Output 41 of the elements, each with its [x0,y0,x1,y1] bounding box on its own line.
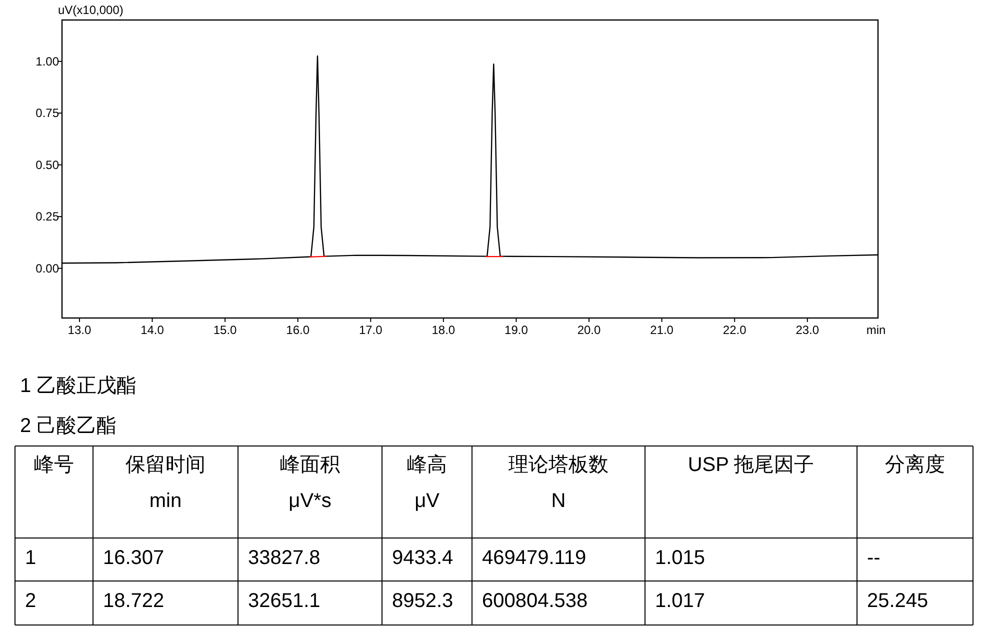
y-tick-label: 0.75 [36,106,60,120]
text: 2 己酸乙酯 [20,415,117,437]
text: 8952.3 [392,590,454,612]
text: 1.015 [655,547,706,569]
category-label: 峰高 μV [407,453,447,512]
text: -- [867,547,880,569]
y-tick-label: 0.00 [36,261,60,276]
text: 16.307 [103,547,164,569]
category-label: 峰面积 μV*s [280,454,340,512]
text: 32651.1 [248,590,320,612]
text: 1.017 [655,590,706,612]
category-label: 理论塔板数 N [508,454,608,512]
y-tick-label: 0.50 [36,158,60,172]
text: 1 [25,547,36,569]
y-tick-label: 1.00 [36,54,60,68]
text: 33827.8 [248,547,320,569]
category-label: USP 拖尾因子 [688,454,814,476]
text: 600804.538 [482,590,588,612]
x-tick-label: 20.0 [577,323,602,337]
text: 1 乙酸正戊酯 [20,375,137,397]
text: 469479.119 [482,547,586,569]
x-tick-label: 18.0 [432,323,456,337]
x-tick-label: 21.0 [650,323,674,337]
category-label: 峰号 [34,454,74,476]
category-label: 保留时间 min [126,454,206,512]
y-axis-title: uV(x10,000) [58,3,124,17]
x-tick-label: 14.0 [140,323,164,337]
x-tick-label: 19.0 [504,323,528,337]
y-tick-label: 0.25 [36,210,60,224]
x-tick-label: 17.0 [358,323,383,337]
x-tick-label: 16.0 [286,323,310,337]
text: 2 [25,590,36,612]
x-tick-label: 23.0 [796,323,820,337]
x-tick-label: 13.0 [68,323,92,337]
x-axis-title: min [866,323,886,337]
text: 18.722 [103,590,164,612]
text: 25.245 [867,590,928,612]
category-label: 分离度 [885,454,945,476]
x-tick-label: 22.0 [722,323,747,337]
text: 9433.4 [392,547,454,569]
x-tick-label: 15.0 [213,323,238,337]
